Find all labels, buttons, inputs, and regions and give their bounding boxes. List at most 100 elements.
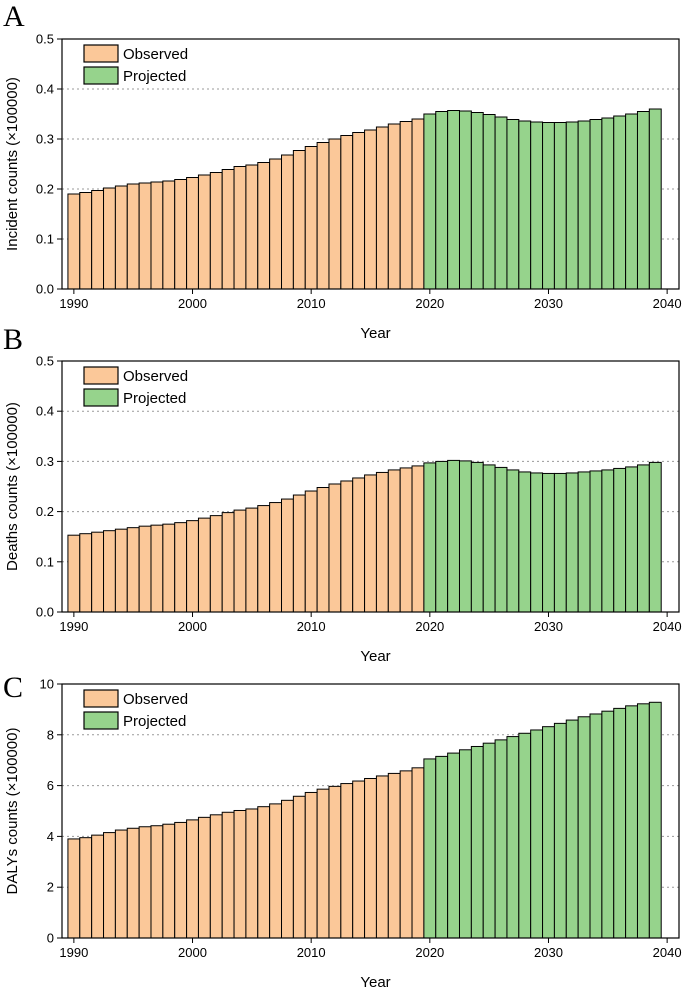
- observed-bar-1999: [174, 821, 188, 939]
- projected-bar-2027: [506, 736, 520, 939]
- projected-bar-2022: [447, 459, 461, 613]
- observed-bar-2000: [186, 520, 199, 613]
- x-tick-label: 2000: [178, 296, 207, 311]
- y-tick-label: 2: [47, 880, 54, 895]
- observed-bar-1995: [126, 527, 140, 613]
- observed-bar-2008: [281, 799, 294, 939]
- observed-bar-1994: [114, 185, 128, 290]
- x-tick-label: 2010: [297, 296, 326, 311]
- y-tick-label: 4: [47, 829, 54, 844]
- observed-bar-2001: [197, 816, 211, 939]
- observed-bar-1994: [114, 528, 128, 613]
- observed-bar-1993: [103, 832, 116, 939]
- observed-bar-1996: [138, 525, 152, 613]
- y-tick-label: 6: [47, 778, 54, 793]
- observed-bar-2013: [340, 135, 354, 290]
- observed-bar-2009: [292, 795, 306, 939]
- observed-legend-swatch: [83, 44, 119, 63]
- x-tick-label: 1990: [59, 619, 88, 634]
- projected-bar-2030: [542, 122, 555, 290]
- observed-bar-2005: [245, 808, 259, 939]
- x-tick-label: 2010: [297, 945, 326, 960]
- x-tick-label: 2020: [415, 296, 444, 311]
- projected-bar-2039: [648, 701, 662, 939]
- observed-bar-2018: [399, 467, 413, 613]
- observed-bar-2001: [197, 517, 211, 613]
- observed-bar-1999: [174, 179, 188, 290]
- observed-bar-1998: [162, 823, 176, 939]
- x-tick-label: 2030: [534, 945, 563, 960]
- projected-bar-2035: [601, 710, 615, 939]
- x-tick-label: 1990: [59, 945, 88, 960]
- observed-bar-2001: [197, 174, 211, 290]
- observed-bar-2003: [221, 169, 235, 290]
- projected-bar-2036: [613, 115, 627, 290]
- projected-bar-2025: [482, 114, 496, 290]
- projected-bar-2023: [458, 110, 472, 290]
- observed-bar-1990: [67, 193, 81, 290]
- projected-bar-2038: [636, 464, 650, 613]
- observed-legend-swatch: [83, 366, 119, 385]
- projected-bar-2028: [518, 471, 532, 613]
- projected-bar-2037: [625, 705, 638, 939]
- projected-bar-2039: [648, 108, 662, 290]
- y-tick-label: 0.0: [36, 282, 54, 297]
- observed-bar-2009: [292, 150, 306, 290]
- projected-legend-swatch: [83, 711, 119, 730]
- panel-a: A 0.0 0.1 0.2 0.3 0.4 0.5 1990 2000 2010 2020 2030 2…: [3, 0, 682, 342]
- projected-bar-2027: [506, 119, 520, 290]
- observed-bar-2019: [411, 767, 425, 939]
- observed-bar-1991: [79, 533, 93, 613]
- observed-bar-2010: [304, 490, 318, 613]
- plot-frame: [61, 360, 680, 613]
- panel-letter: B: [3, 323, 23, 356]
- observed-bar-2008: [281, 154, 294, 290]
- observed-bar-2019: [411, 465, 425, 613]
- x-tick-label: 2040: [653, 296, 682, 311]
- projected-legend-swatch: [83, 388, 119, 407]
- observed-bar-2014: [352, 780, 366, 939]
- x-tick-label: 2040: [653, 619, 682, 634]
- y-tick-label: 0.5: [36, 32, 54, 47]
- y-axis-title: Deaths counts (×100000): [4, 402, 21, 571]
- projected-bar-2026: [494, 116, 508, 290]
- y-tick-label: 0.2: [36, 504, 54, 519]
- projected-bar-2039: [648, 461, 662, 613]
- x-tick-label: 2030: [534, 296, 563, 311]
- projected-bar-2034: [589, 470, 603, 613]
- observed-bar-2005: [245, 507, 259, 613]
- observed-bar-2007: [269, 803, 283, 939]
- y-tick-label: 0.3: [36, 132, 54, 147]
- observed-legend-label: Observed: [123, 46, 188, 63]
- x-tick-label: 2010: [297, 619, 326, 634]
- observed-bar-2006: [257, 505, 271, 613]
- projected-legend-label: Projected: [123, 713, 186, 730]
- observed-bar-1994: [114, 829, 128, 939]
- observed-bar-2012: [328, 785, 342, 939]
- projected-bar-2035: [601, 117, 615, 290]
- projected-bar-2021: [435, 460, 449, 613]
- projected-bar-2032: [565, 121, 579, 290]
- observed-bar-2003: [221, 811, 235, 939]
- x-axis-title: Year: [360, 648, 390, 665]
- observed-bar-1996: [138, 826, 152, 939]
- observed-bar-1991: [79, 837, 93, 939]
- y-tick-label: 0.4: [36, 82, 54, 97]
- observed-bar-2017: [387, 469, 401, 613]
- observed-bar-2007: [269, 502, 283, 613]
- observed-bar-2016: [375, 126, 389, 290]
- observed-bar-2006: [257, 806, 271, 939]
- observed-bar-1992: [91, 834, 105, 939]
- observed-bar-2007: [269, 158, 283, 290]
- observed-bar-1995: [126, 183, 140, 290]
- projected-bar-2020: [423, 113, 437, 290]
- observed-bar-2016: [375, 471, 389, 613]
- observed-bar-2015: [364, 129, 377, 290]
- projected-bar-2032: [565, 719, 579, 939]
- projected-bar-2021: [435, 111, 449, 290]
- projected-bar-2036: [613, 467, 627, 613]
- observed-bar-1991: [79, 192, 93, 290]
- projected-legend-label: Projected: [123, 68, 186, 85]
- x-tick-label: 2020: [415, 619, 444, 634]
